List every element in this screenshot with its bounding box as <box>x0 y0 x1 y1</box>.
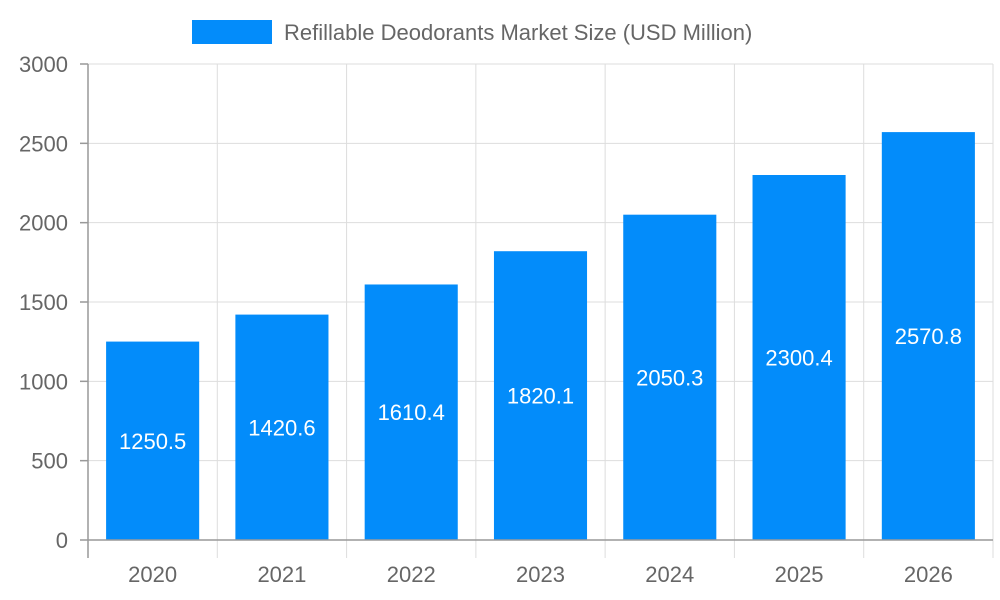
legend: Refillable Deodorants Market Size (USD M… <box>192 20 752 45</box>
data-label: 1610.4 <box>378 400 445 425</box>
data-label: 2570.8 <box>895 324 962 349</box>
data-label: 2050.3 <box>636 365 703 390</box>
x-tick-label: 2025 <box>775 562 824 587</box>
bars <box>106 132 975 540</box>
y-tick-label: 0 <box>56 528 68 553</box>
y-axis-ticks: 0 500 1000 1500 2000 2500 3000 <box>19 52 68 553</box>
x-tick-label: 2023 <box>516 562 565 587</box>
bar[interactable] <box>493 251 588 540</box>
y-tick-label: 1000 <box>19 369 68 394</box>
axes <box>80 63 994 558</box>
bar[interactable] <box>364 284 458 540</box>
y-tick-label: 2000 <box>19 211 68 236</box>
data-label: 2300.4 <box>765 346 832 371</box>
y-tick-label: 500 <box>31 449 68 474</box>
y-tick-label: 1500 <box>19 290 68 315</box>
x-tick-label: 2021 <box>257 562 306 587</box>
y-tick-label: 2500 <box>19 131 68 156</box>
x-tick-label: 2026 <box>904 562 953 587</box>
bar[interactable] <box>235 314 329 540</box>
bar[interactable] <box>106 341 200 540</box>
bar[interactable] <box>623 214 717 540</box>
bar[interactable] <box>881 132 975 540</box>
bar[interactable] <box>752 175 846 540</box>
legend-label: Refillable Deodorants Market Size (USD M… <box>284 20 752 45</box>
data-label: 1820.1 <box>507 384 574 409</box>
x-axis-ticks: 2020 2021 2022 2023 2024 2025 2026 <box>128 562 953 587</box>
legend-swatch <box>192 20 272 44</box>
y-tick-label: 3000 <box>19 52 68 77</box>
data-label: 1420.6 <box>248 415 315 440</box>
data-labels: 1250.5 1420.6 1610.4 1820.1 2050.3 2300.4 2570… <box>119 324 962 454</box>
x-tick-label: 2020 <box>128 562 177 587</box>
x-tick-label: 2022 <box>387 562 436 587</box>
x-tick-label: 2024 <box>645 562 694 587</box>
data-label: 1250.5 <box>119 429 186 454</box>
